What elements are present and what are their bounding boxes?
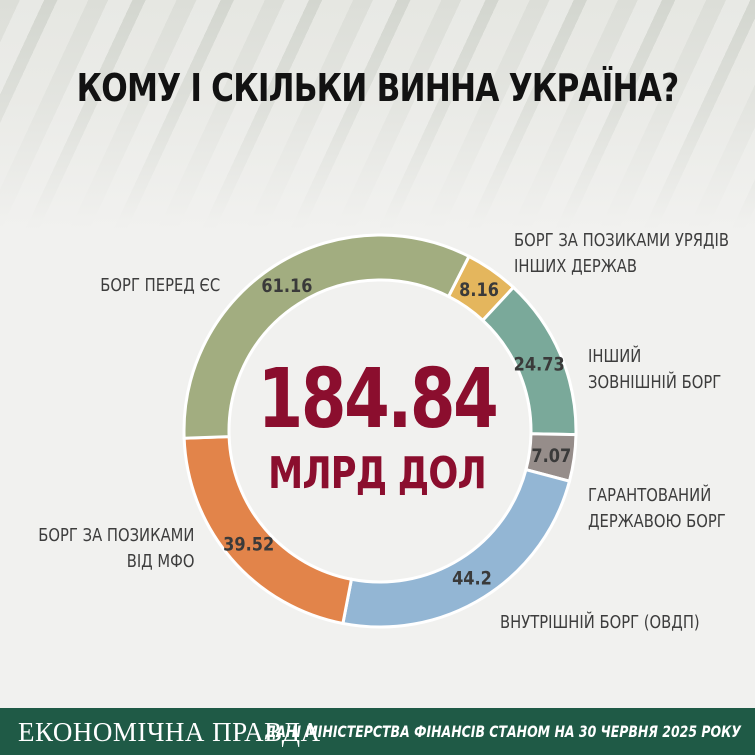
brand-logo: ЕКОНОМІЧНА ПРАВДА [18, 717, 321, 747]
slice-value-3: 44.2 [452, 568, 492, 590]
label-internal: ВНУТРІШНІЙ БОРГ (ОВДП) [500, 612, 700, 633]
slice-value-2: 7.07 [531, 446, 571, 468]
label-mfo: БОРГ ЗА ПОЗИКАМИ ВІД МФО [37, 525, 194, 572]
page-title: КОМУ І СКІЛЬКИ ВИННА УКРАЇНА? [76, 66, 680, 110]
source-note: ДАНІ МІНІСТЕРСТВА ФІНАНСІВ СТАНОМ НА 30 … [265, 722, 741, 741]
slice-value-5: 61.16 [261, 276, 312, 298]
slice-5 [182, 233, 472, 440]
slice-value-0: 8.16 [459, 280, 499, 302]
banknotes-background [0, 0, 755, 230]
slice-value-4: 39.52 [223, 534, 274, 556]
label-other-external: ІНШИЙ ЗОВНІШНІЙ БОРГ [588, 346, 722, 393]
label-eu: БОРГ ПЕРЕД ЄС [100, 275, 220, 296]
label-govt-loans: БОРГ ЗА ПОЗИКАМИ УРЯДІВ ІНШИХ ДЕРЖАВ [514, 230, 730, 277]
label-guaranteed: ГАРАНТОВАНИЙ ДЕРЖАВОЮ БОРГ [588, 485, 726, 532]
footer-bar: ЕКОНОМІЧНА ПРАВДА ДАНІ МІНІСТЕРСТВА ФІНА… [0, 708, 755, 755]
total-unit: МЛРД ДОЛ [268, 448, 487, 499]
slice-value-1: 24.73 [514, 354, 565, 376]
total-value: 184.84 [257, 352, 499, 447]
